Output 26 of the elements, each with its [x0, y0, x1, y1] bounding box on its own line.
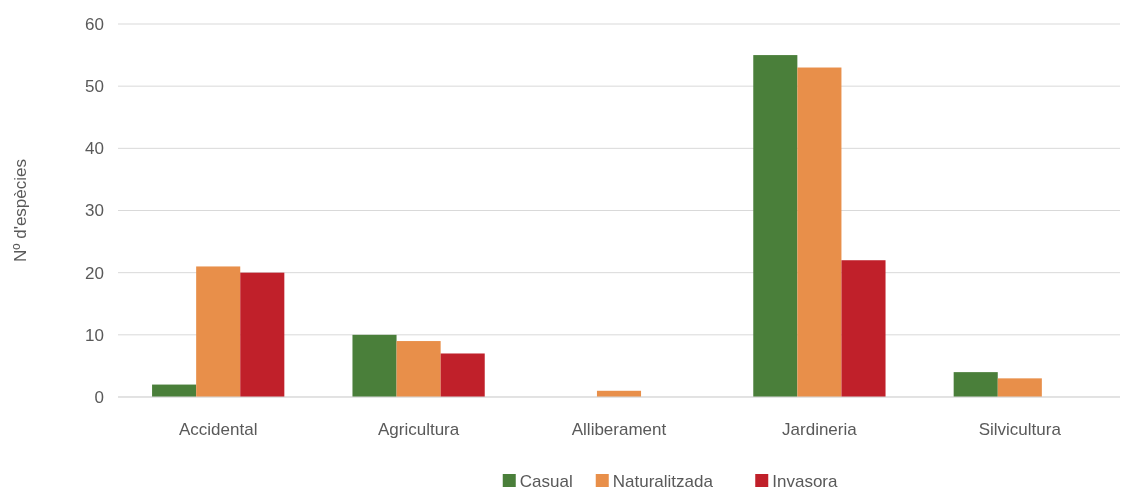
legend-label: Naturalitzada	[612, 472, 714, 491]
bar	[997, 378, 1042, 397]
y-axis-title: Nº d'espècies	[11, 158, 30, 263]
bar	[196, 266, 241, 397]
y-tick-label: 50	[85, 77, 104, 97]
y-tick-label: 40	[85, 139, 104, 159]
bar	[797, 67, 842, 397]
x-tick-label: Agricultura	[377, 420, 460, 439]
bar	[240, 272, 285, 397]
y-tick-label: 60	[85, 14, 104, 34]
x-tick-label: Silvicultura	[978, 420, 1062, 439]
bar	[841, 260, 886, 397]
y-tick-label: 0	[94, 387, 104, 407]
x-tick-label: Jardineria	[782, 420, 858, 439]
y-tick-label: 10	[85, 325, 104, 345]
legend-label: Invasora	[772, 472, 838, 491]
y-tick-label: 30	[85, 201, 104, 221]
bar	[352, 334, 397, 397]
legend-label: Casual	[519, 472, 573, 491]
x-tick-label: Alliberament	[571, 420, 667, 439]
bar	[440, 353, 485, 397]
bar	[753, 55, 798, 397]
bar	[396, 341, 441, 397]
x-tick-label: Accidental	[178, 420, 258, 439]
y-tick-label: 20	[85, 263, 104, 283]
bar	[953, 372, 998, 397]
